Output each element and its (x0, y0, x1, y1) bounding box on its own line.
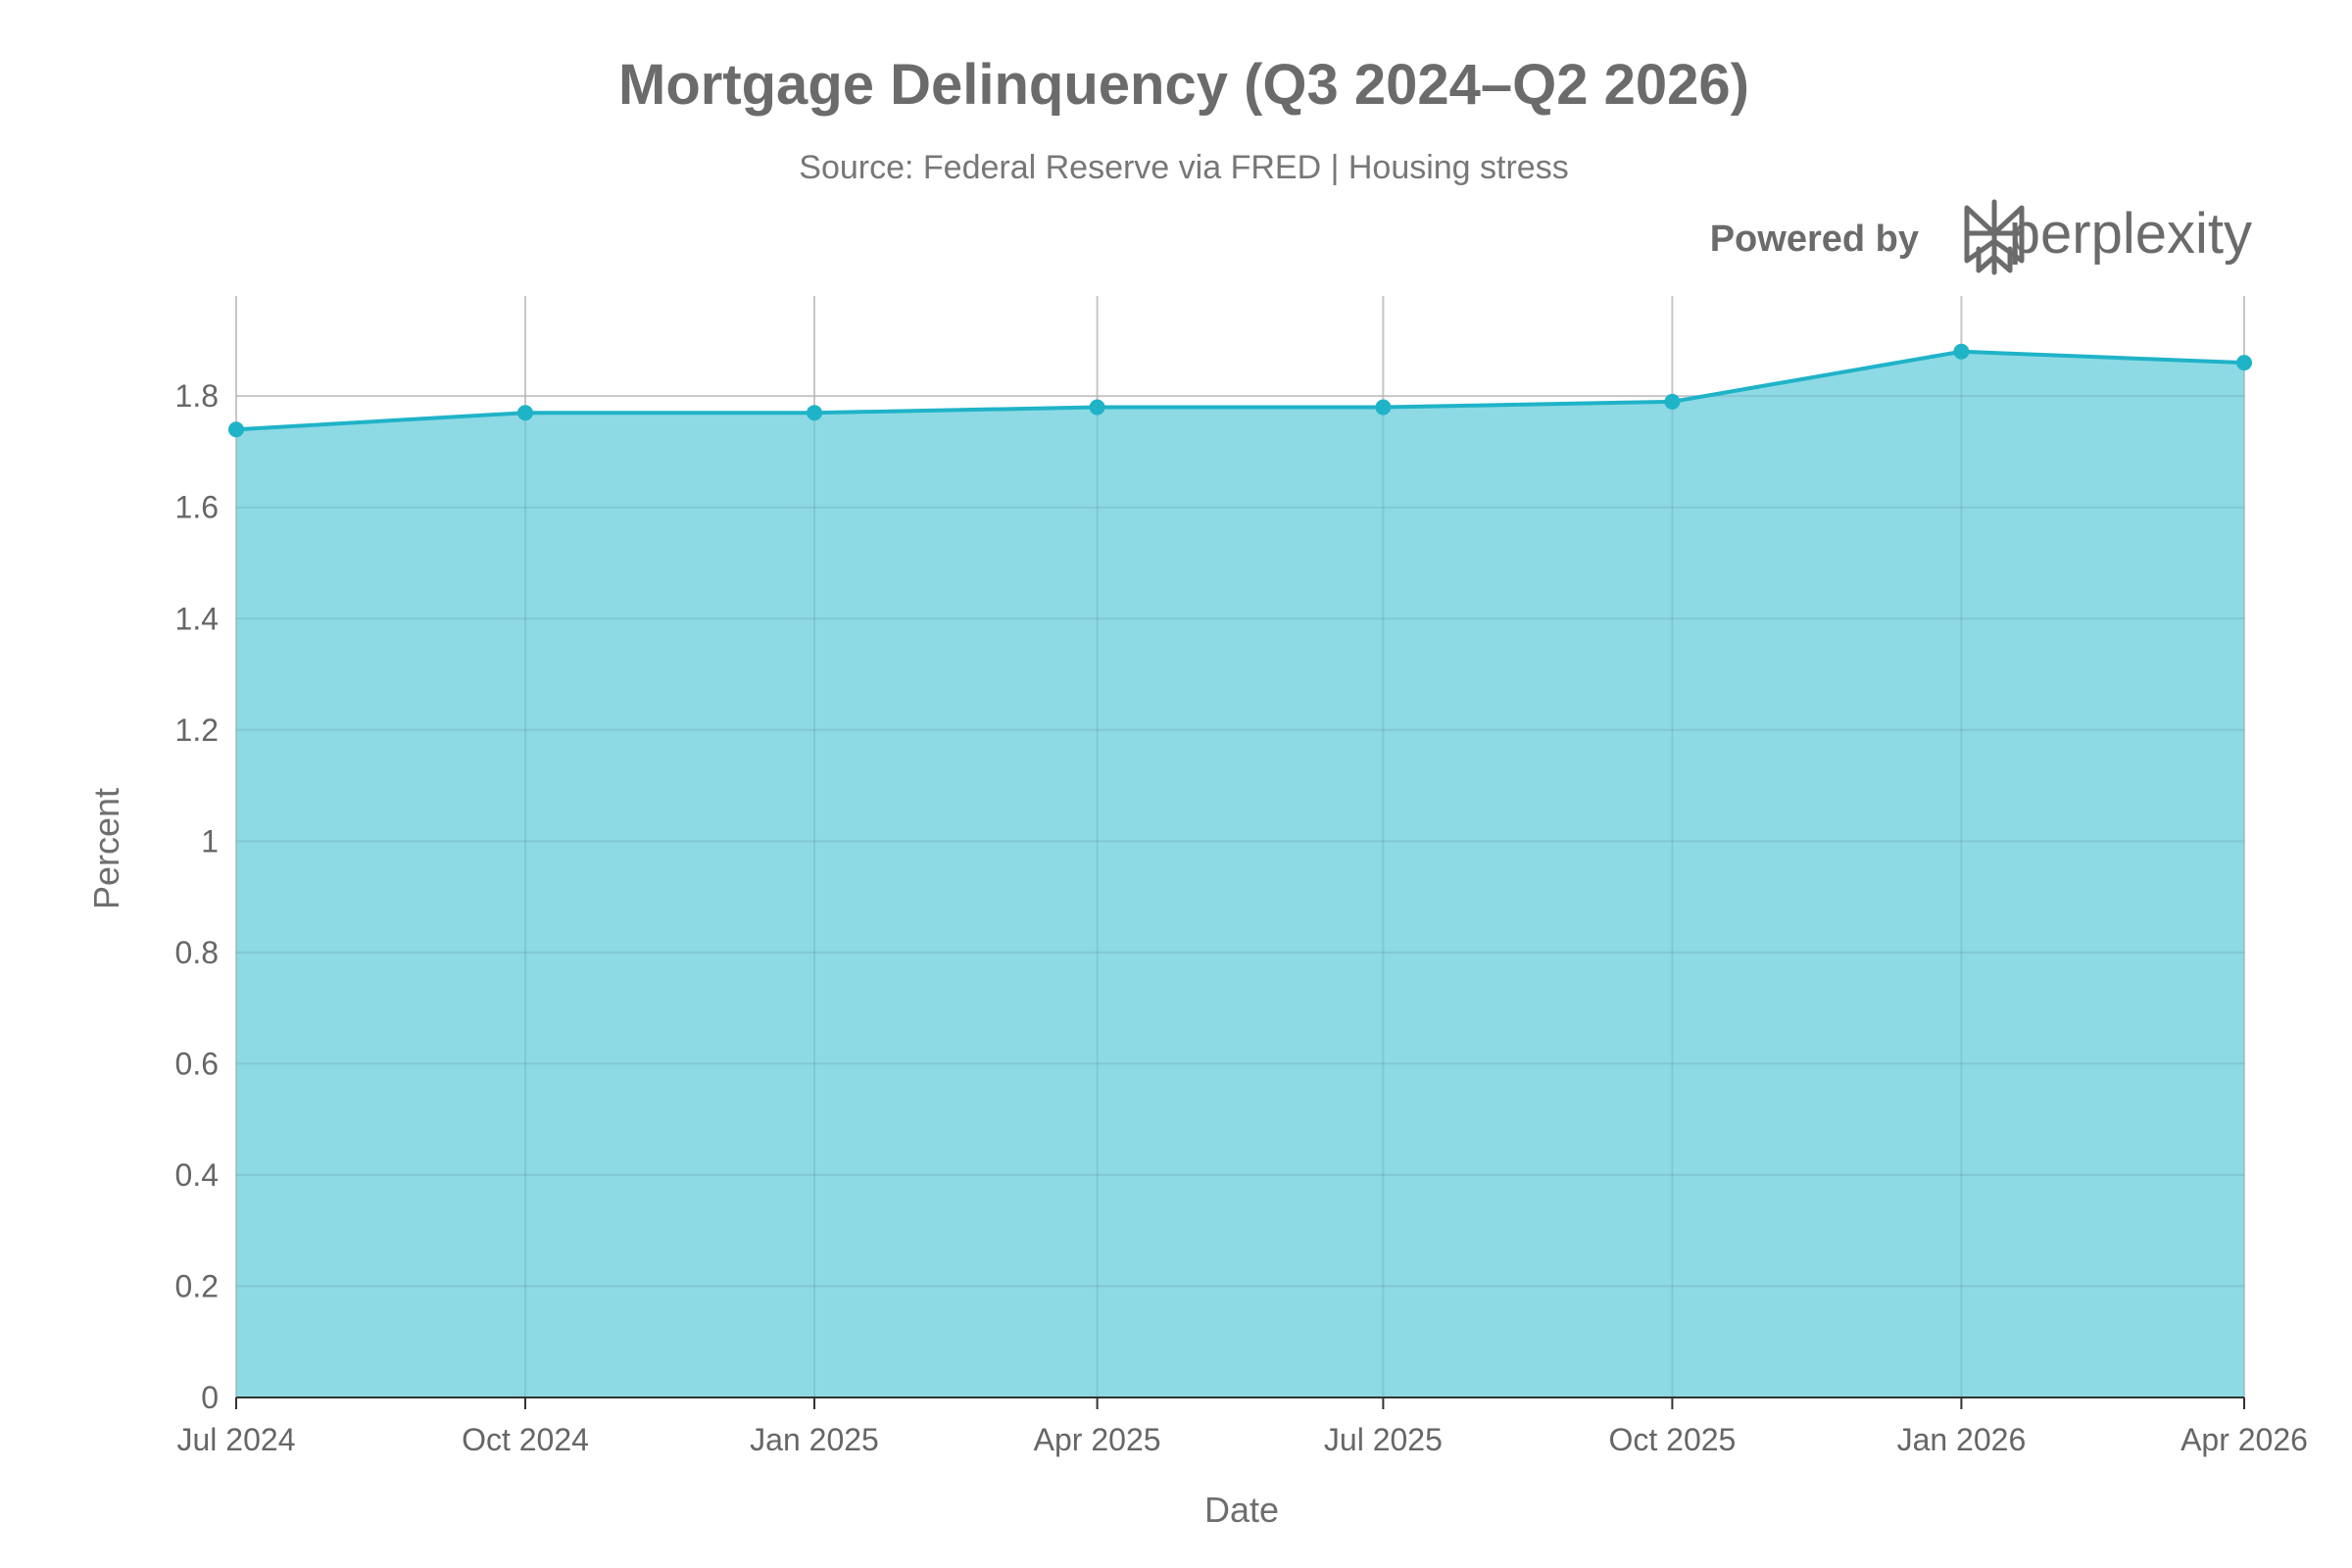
branding: Powered by perplexity (1710, 199, 2252, 275)
x-tick-label: Apr 2025 (1034, 1422, 1161, 1457)
y-tick-label: 1.4 (175, 601, 219, 636)
y-tick-label: 0.4 (175, 1157, 219, 1193)
y-tick-label: 0 (201, 1380, 219, 1415)
chart-subtitle: Source: Federal Reserve via FRED | Housi… (799, 149, 1568, 186)
x-tick-label: Oct 2025 (1608, 1422, 1736, 1457)
y-tick-label: 0.6 (175, 1046, 219, 1081)
data-point (807, 405, 823, 421)
data-point (228, 421, 244, 438)
y-tick-label: 1.6 (175, 490, 219, 525)
x-tick-label: Apr 2026 (2180, 1422, 2308, 1457)
x-tick-label: Jul 2025 (1324, 1422, 1443, 1457)
data-point (2236, 355, 2252, 371)
data-point (1664, 393, 1681, 410)
y-tick-label: 1 (201, 823, 219, 858)
x-tick-label: Jan 2025 (750, 1422, 879, 1457)
x-tick-label: Jul 2024 (177, 1422, 296, 1457)
y-tick-label: 1.2 (175, 712, 219, 748)
data-point (1089, 399, 1105, 416)
perplexity-logo-icon (1964, 199, 2025, 275)
y-axis-title: Percent (86, 788, 126, 909)
x-axis-title: Date (1204, 1490, 1279, 1530)
data-point (1953, 343, 1970, 360)
x-tick-label: Jan 2026 (1897, 1422, 2027, 1457)
data-point (1375, 399, 1392, 416)
y-tick-label: 1.8 (175, 378, 219, 414)
chart-title: Mortgage Delinquency (Q3 2024–Q2 2026) (618, 53, 1749, 117)
y-tick-label: 0.8 (175, 935, 219, 970)
x-tick-label: Oct 2024 (462, 1422, 589, 1457)
area-fill (236, 351, 2244, 1397)
powered-by-label: Powered by (1710, 219, 1919, 260)
brand-name: perplexity (2009, 202, 2252, 266)
plot-area: 0 0.2 0.4 0.6 0.8 1 1.2 1.4 1.6 1.8 Jul 2024 Oct 20… (175, 296, 2308, 1457)
y-tick-label: 0.2 (175, 1268, 219, 1303)
series-line (235, 349, 2245, 432)
data-point (517, 405, 534, 421)
